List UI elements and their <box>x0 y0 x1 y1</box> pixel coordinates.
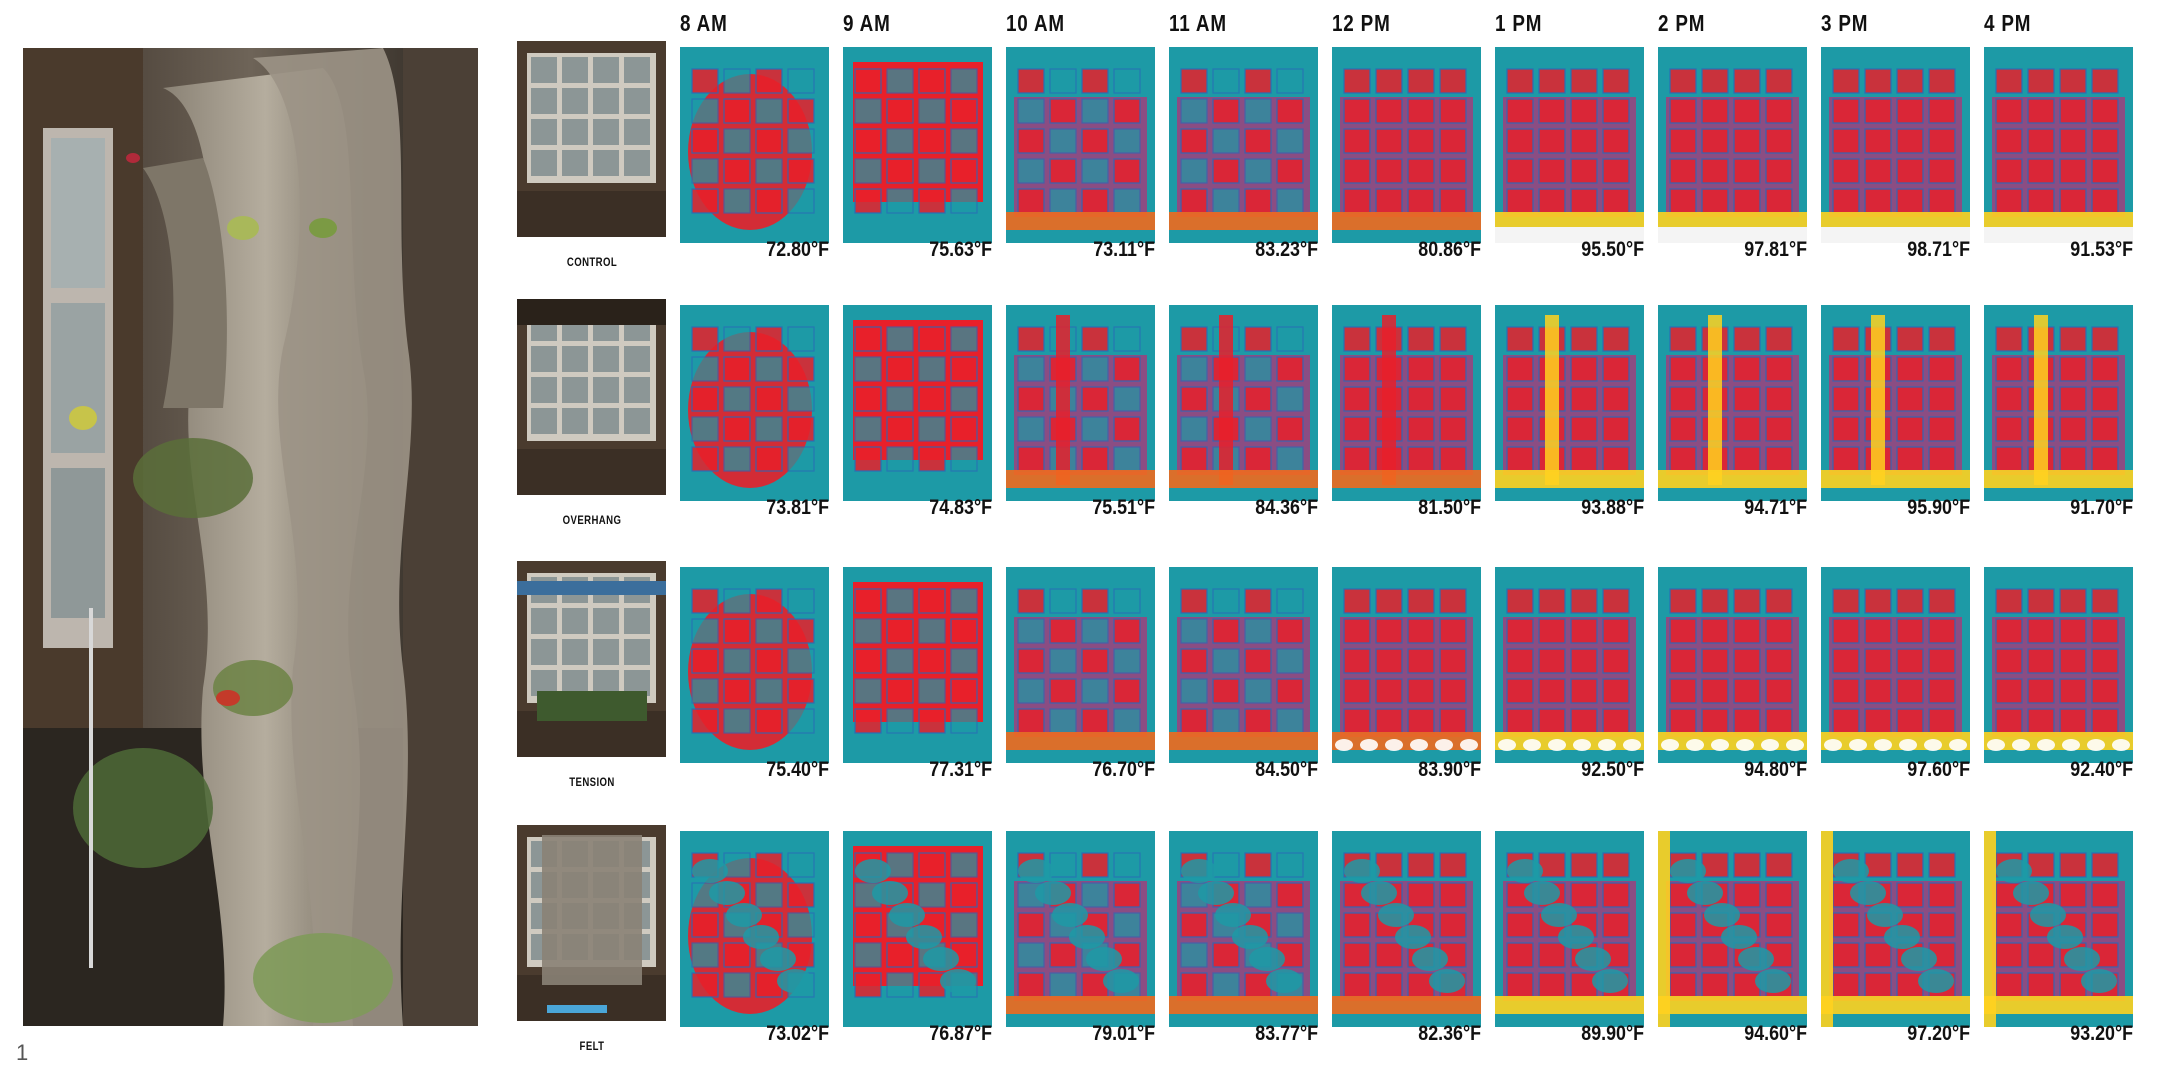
thermal-image-felt-5 <box>1495 831 1644 1027</box>
thermal-image-felt-0 <box>680 831 829 1027</box>
row-label-tension: TENSION <box>569 775 615 789</box>
row-photo-control <box>517 41 666 237</box>
time-label-4: 12 PM <box>1332 10 1391 36</box>
thermal-image-overhang-5 <box>1495 305 1644 501</box>
thermal-image-control-8 <box>1984 47 2133 243</box>
thermal-image-control-7 <box>1821 47 1970 243</box>
time-label-1: 9 AM <box>843 10 891 36</box>
thermal-image-control-4 <box>1332 47 1481 243</box>
temperature-overhang-7: 95.90°F <box>1907 496 1970 519</box>
time-label-8: 4 PM <box>1984 10 2032 36</box>
thermal-image-overhang-7 <box>1821 305 1970 501</box>
temperature-control-0: 72.80°F <box>766 238 829 261</box>
row-label-control: CONTROL <box>566 255 618 269</box>
temperature-felt-0: 73.02°F <box>766 1022 829 1045</box>
temperature-tension-5: 92.50°F <box>1581 758 1644 781</box>
temperature-felt-8: 93.20°F <box>2070 1022 2133 1045</box>
temperature-overhang-2: 75.51°F <box>1092 496 1155 519</box>
temperature-tension-8: 92.40°F <box>2070 758 2133 781</box>
thermal-image-overhang-8 <box>1984 305 2133 501</box>
temperature-tension-2: 76.70°F <box>1092 758 1155 781</box>
row-photo-overhang <box>517 299 666 495</box>
thermal-image-tension-2 <box>1006 567 1155 763</box>
thermal-image-felt-1 <box>843 831 992 1027</box>
temperature-tension-6: 94.80°F <box>1744 758 1807 781</box>
time-label-5: 1 PM <box>1495 10 1543 36</box>
thermal-image-tension-0 <box>680 567 829 763</box>
row-photo-tension <box>517 561 666 757</box>
thermal-image-tension-5 <box>1495 567 1644 763</box>
temperature-control-6: 97.81°F <box>1744 238 1807 261</box>
temperature-felt-2: 79.01°F <box>1092 1022 1155 1045</box>
thermal-image-felt-6 <box>1658 831 1807 1027</box>
temperature-control-1: 75.63°F <box>929 238 992 261</box>
temperature-felt-3: 83.77°F <box>1255 1022 1318 1045</box>
time-label-6: 2 PM <box>1658 10 1706 36</box>
thermal-image-overhang-3 <box>1169 305 1318 501</box>
temperature-felt-1: 76.87°F <box>929 1022 992 1045</box>
time-label-2: 10 AM <box>1006 10 1065 36</box>
thermal-image-control-3 <box>1169 47 1318 243</box>
temperature-felt-4: 82.36°F <box>1418 1022 1481 1045</box>
time-label-0: 8 AM <box>680 10 728 36</box>
temperature-control-8: 91.53°F <box>2070 238 2133 261</box>
thermal-image-felt-4 <box>1332 831 1481 1027</box>
thermal-image-overhang-4 <box>1332 305 1481 501</box>
thermal-image-control-5 <box>1495 47 1644 243</box>
temperature-felt-7: 97.20°F <box>1907 1022 1970 1045</box>
thermal-image-control-0 <box>680 47 829 243</box>
thermal-image-control-1 <box>843 47 992 243</box>
thermal-image-tension-7 <box>1821 567 1970 763</box>
temperature-overhang-6: 94.71°F <box>1744 496 1807 519</box>
temperature-tension-3: 84.50°F <box>1255 758 1318 781</box>
thermal-image-tension-1 <box>843 567 992 763</box>
thermal-image-tension-3 <box>1169 567 1318 763</box>
temperature-overhang-1: 74.83°F <box>929 496 992 519</box>
temperature-felt-5: 89.90°F <box>1581 1022 1644 1045</box>
temperature-overhang-8: 91.70°F <box>2070 496 2133 519</box>
thermal-image-felt-7 <box>1821 831 1970 1027</box>
temperature-control-7: 98.71°F <box>1907 238 1970 261</box>
row-label-felt: FELT <box>579 1039 605 1053</box>
green-wall-photo <box>23 48 478 1026</box>
temperature-control-5: 95.50°F <box>1581 238 1644 261</box>
thermal-image-tension-8 <box>1984 567 2133 763</box>
thermal-image-felt-3 <box>1169 831 1318 1027</box>
temperature-tension-4: 83.90°F <box>1418 758 1481 781</box>
temperature-tension-1: 77.31°F <box>929 758 992 781</box>
temperature-tension-0: 75.40°F <box>766 758 829 781</box>
thermal-image-tension-6 <box>1658 567 1807 763</box>
thermal-image-felt-8 <box>1984 831 2133 1027</box>
thermal-image-overhang-0 <box>680 305 829 501</box>
temperature-overhang-5: 93.88°F <box>1581 496 1644 519</box>
thermal-image-control-6 <box>1658 47 1807 243</box>
time-label-7: 3 PM <box>1821 10 1869 36</box>
thermal-image-felt-2 <box>1006 831 1155 1027</box>
temperature-overhang-0: 73.81°F <box>766 496 829 519</box>
time-label-3: 11 AM <box>1169 10 1227 36</box>
temperature-overhang-3: 84.36°F <box>1255 496 1318 519</box>
figure-number: 1 <box>16 1040 29 1065</box>
temperature-control-3: 83.23°F <box>1255 238 1318 261</box>
row-photo-felt <box>517 825 666 1021</box>
temperature-felt-6: 94.60°F <box>1744 1022 1807 1045</box>
thermal-image-overhang-2 <box>1006 305 1155 501</box>
thermal-image-overhang-6 <box>1658 305 1807 501</box>
thermal-image-overhang-1 <box>843 305 992 501</box>
temperature-control-2: 73.11°F <box>1093 238 1155 261</box>
temperature-tension-7: 97.60°F <box>1907 758 1970 781</box>
thermal-image-control-2 <box>1006 47 1155 243</box>
temperature-control-4: 80.86°F <box>1418 238 1481 261</box>
row-label-overhang: OVERHANG <box>562 513 622 527</box>
temperature-overhang-4: 81.50°F <box>1418 496 1481 519</box>
thermal-image-tension-4 <box>1332 567 1481 763</box>
